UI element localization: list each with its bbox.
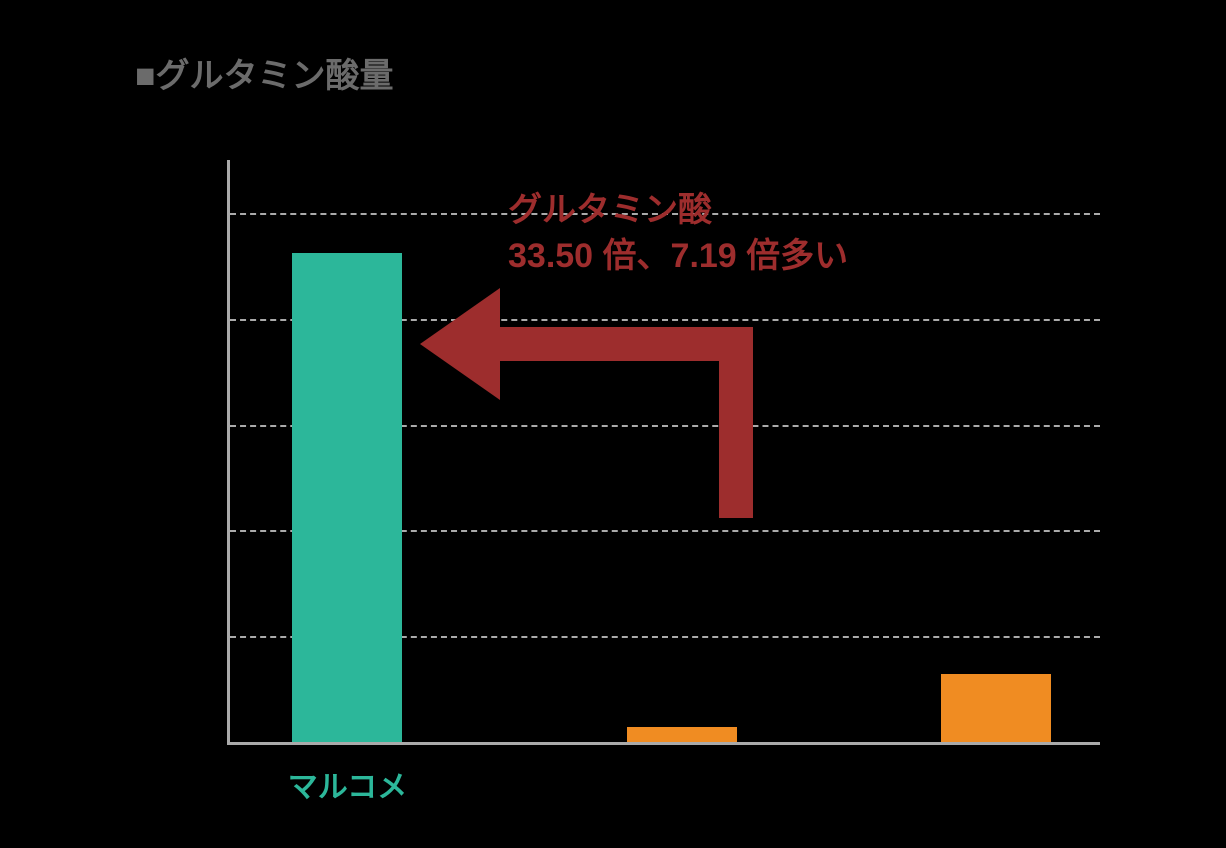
chart-canvas: ■グルタミン酸量 マルコメ グルタミン酸33.50 倍、7.19 倍多い [0, 0, 1226, 848]
annotation-arrow [0, 0, 1226, 848]
annotation-text: グルタミン酸33.50 倍、7.19 倍多い [508, 188, 848, 280]
